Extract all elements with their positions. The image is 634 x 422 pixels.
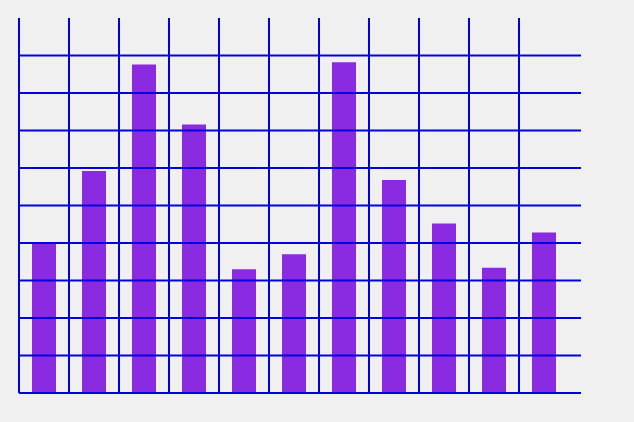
bar-7: [332, 62, 356, 393]
bar-3: [132, 64, 156, 393]
bar-11: [532, 232, 556, 393]
bar-6: [282, 254, 306, 393]
grid-layer: [18, 18, 581, 394]
bar-8: [382, 180, 406, 393]
bars-layer: [32, 62, 556, 393]
bar-10: [482, 267, 506, 393]
bar-2: [82, 171, 106, 393]
bar-9: [432, 223, 456, 393]
bar-4: [182, 124, 206, 393]
bar-5: [232, 269, 256, 393]
